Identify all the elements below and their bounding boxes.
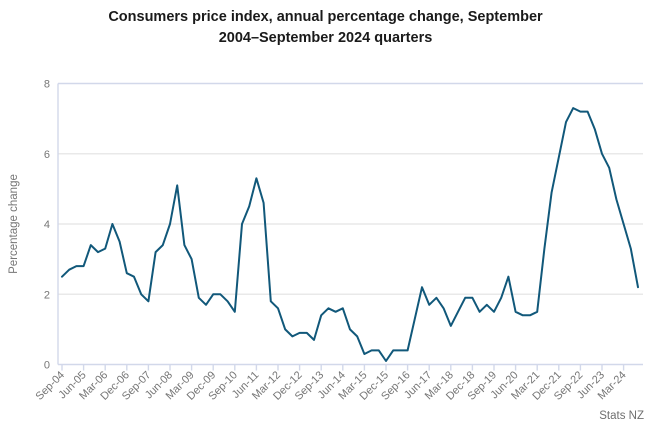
chart-title-line2: 2004–September 2024 quarters <box>218 30 433 46</box>
y-tick-label-0: 0 <box>44 360 50 372</box>
y-tick-label-6: 6 <box>44 149 50 161</box>
y-tick-label-2: 2 <box>44 289 50 301</box>
y-tick-label-8: 8 <box>44 79 50 91</box>
y-tick-label-4: 4 <box>44 219 50 231</box>
source-credit: Stats NZ <box>599 410 644 422</box>
cpi-data-line <box>61 107 639 362</box>
chart-title: Consumers price index, annual percentage… <box>0 7 651 49</box>
chart-title-line1: Consumers price index, annual percentage… <box>108 9 543 25</box>
